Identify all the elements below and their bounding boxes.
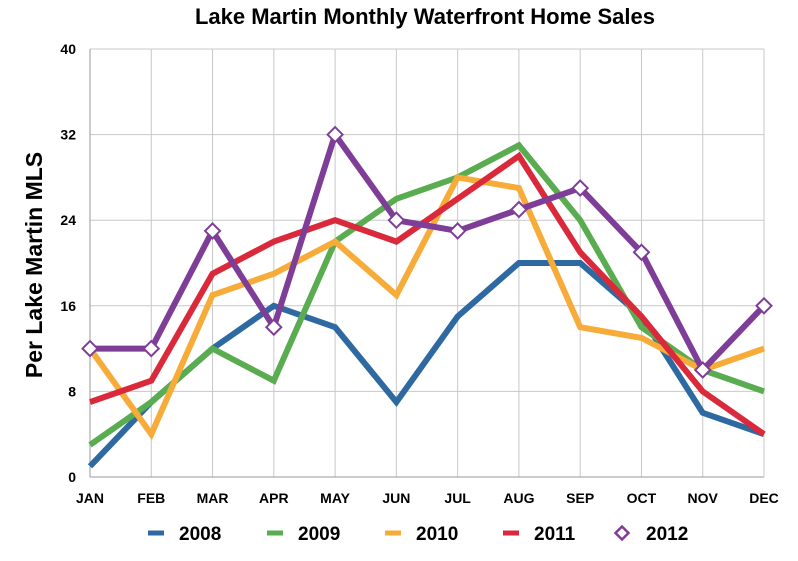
x-tick-label: OCT: [627, 490, 657, 506]
x-tick-label: JUL: [444, 490, 471, 506]
data-point-2012: [326, 125, 345, 144]
y-tick-label: 16: [60, 298, 76, 314]
series-lines: [81, 125, 773, 469]
x-tick-labels: JAN FEB MAR APR MAY JUN JUL AUG SEP OCT NOV DEC: [76, 490, 779, 506]
y-tick-label: 8: [68, 383, 76, 399]
data-point-2012: [755, 296, 773, 315]
data-point-2012: [632, 243, 651, 262]
x-tick-label: AUG: [503, 490, 534, 506]
y-tick-labels: 0 8 16 24 32 40: [60, 41, 76, 485]
legend-label-2009: 2009: [298, 524, 340, 545]
series-line-2010: [87, 174, 765, 441]
x-tick-label: JUN: [382, 490, 410, 506]
x-tick-label: FEB: [137, 490, 165, 506]
x-tick-label: MAY: [320, 490, 350, 506]
x-tick-label: JAN: [76, 490, 104, 506]
legend-marker-2012: [613, 524, 631, 542]
data-point-2012: [448, 221, 467, 240]
y-tick-label: 32: [60, 127, 76, 143]
x-tick-label: SEP: [566, 490, 594, 506]
x-tick-label: APR: [259, 490, 289, 506]
y-tick-label: 40: [60, 41, 76, 57]
series-line-2012: [90, 127, 767, 376]
legend-label-2012: 2012: [646, 524, 688, 545]
x-tick-label: DEC: [749, 490, 779, 506]
axes: [89, 49, 764, 478]
legend: 2008 2009 2010 2011 2012: [148, 524, 688, 545]
chart-title: Lake Martin Monthly Waterfront Home Sale…: [195, 4, 655, 29]
data-point-2012: [203, 221, 222, 240]
data-point-2012: [387, 211, 406, 230]
legend-label-2008: 2008: [179, 524, 221, 545]
data-point-2012: [264, 318, 283, 337]
legend-label-2010: 2010: [416, 524, 458, 545]
x-tick-label: MAR: [197, 490, 229, 506]
data-point-2012: [571, 179, 590, 198]
y-axis-label: Per Lake Martin MLS: [21, 152, 47, 378]
legend-label-2011: 2011: [534, 524, 576, 545]
data-point-2012: [142, 339, 161, 358]
data-point-2012: [509, 200, 528, 219]
x-tick-label: NOV: [688, 490, 719, 506]
data-point-2012: [81, 339, 99, 358]
y-tick-label: 24: [60, 212, 76, 228]
y-tick-label: 0: [68, 469, 76, 485]
series-line-2009: [88, 141, 765, 448]
grid-lines: [89, 48, 765, 478]
data-point-2012: [693, 361, 712, 379]
series-line-2011: [89, 151, 766, 437]
